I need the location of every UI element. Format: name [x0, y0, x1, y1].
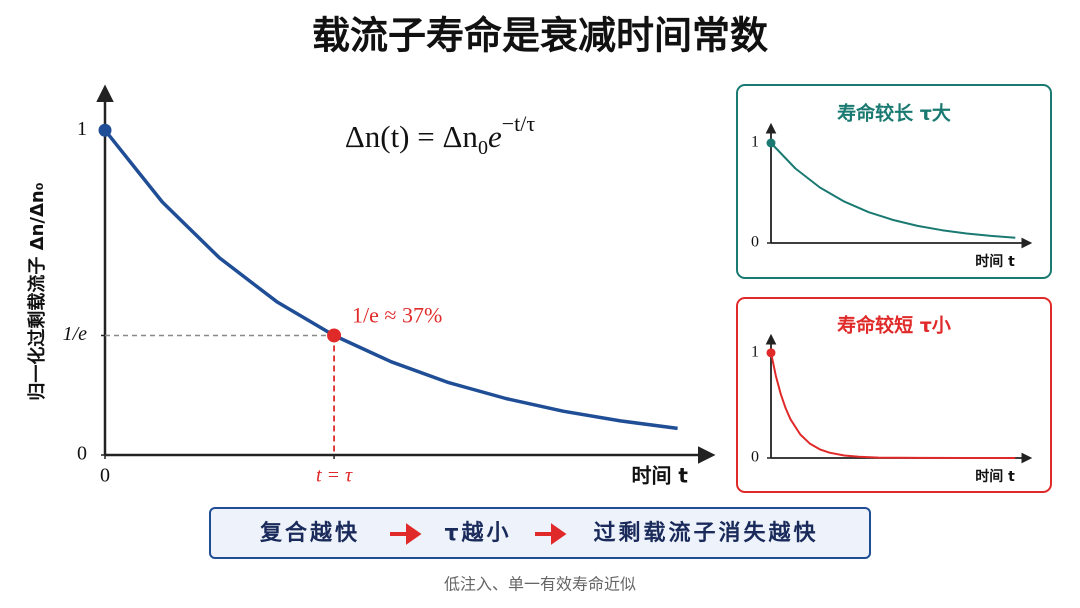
marker-label: 1/e ≈ 37%	[352, 303, 442, 328]
footnote: 低注入、单一有效寿命近似	[444, 575, 636, 594]
banner-arrow	[390, 523, 422, 545]
panel-title: 寿命较长 τ大	[837, 102, 951, 125]
start-point	[766, 348, 776, 358]
y-tick-label: 1	[751, 134, 759, 151]
x-tick-label: 0	[100, 465, 110, 487]
x-axis-label: 时间 t	[975, 253, 1015, 270]
formula-sub: 0	[478, 137, 488, 159]
y-tick-label: 1/e	[63, 323, 88, 345]
x-tick-label: t = τ	[316, 465, 353, 487]
panel-short	[736, 297, 1052, 493]
banner-arrow	[535, 523, 567, 545]
y-tick-label: 0	[751, 234, 759, 251]
start-point	[98, 123, 112, 137]
banner-step: τ越小	[444, 521, 511, 546]
title: 载流子寿命是衰减时间常数	[312, 14, 768, 58]
formula: Δn(t) = Δn0e−t/τ	[345, 111, 536, 159]
curve	[770, 352, 1016, 459]
curve	[103, 129, 678, 431]
start-point	[766, 138, 776, 148]
y-tick-label: 0	[751, 449, 759, 466]
x-axis-label: 时间 t	[975, 468, 1015, 485]
panel-long	[736, 84, 1052, 279]
banner-step: 过剩载流子消失越快	[593, 520, 818, 546]
y-tick-label: 0	[77, 443, 87, 465]
y-tick-label: 1	[77, 118, 87, 140]
curve	[770, 142, 1016, 239]
formula-base: Δn(t) = Δn	[345, 119, 479, 154]
x-axis-label: 时间 t	[631, 464, 688, 488]
panel-title: 寿命较短 τ小	[837, 314, 951, 337]
y-tick-label: 1	[751, 343, 759, 360]
marker-point	[327, 328, 342, 343]
y-axis-label: 归一化过剩载流子 Δn/Δn₀	[26, 182, 48, 400]
banner-step: 复合越快	[259, 520, 360, 546]
formula-sup: −t/τ	[502, 111, 536, 136]
formula-e: e	[488, 119, 502, 154]
